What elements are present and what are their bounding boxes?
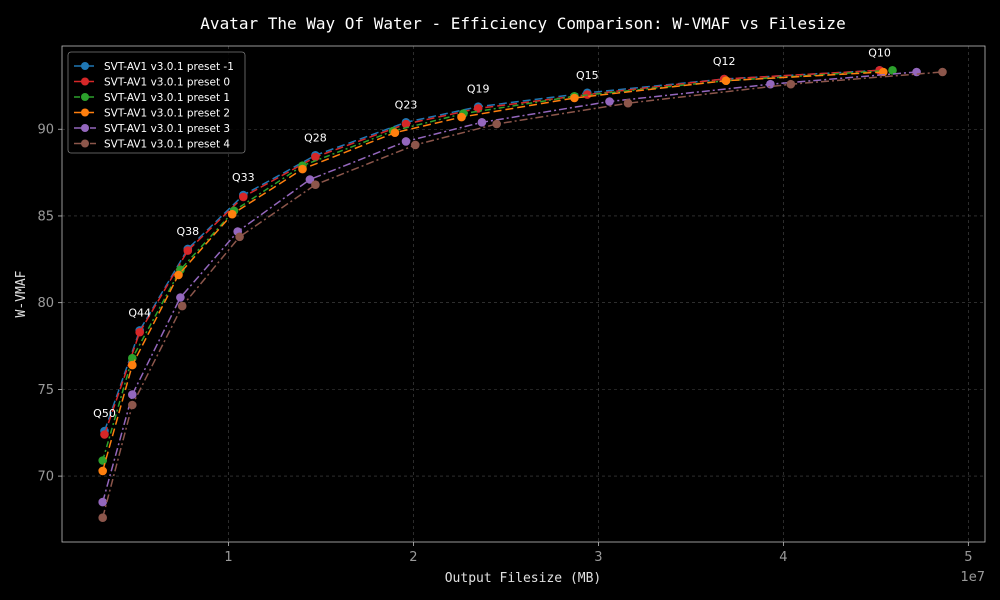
series-5-point <box>311 180 320 189</box>
series-1-point <box>239 192 248 202</box>
chart-title: Avatar The Way Of Water - Efficiency Com… <box>200 14 845 33</box>
q-annotation: Q44 <box>128 306 151 319</box>
x-tick-label: 4 <box>779 550 787 565</box>
series-3-point <box>721 76 731 85</box>
series-1-point <box>135 327 144 337</box>
q-annotation: Q33 <box>232 171 255 184</box>
series-3-point <box>457 112 466 122</box>
series-line-4 <box>101 71 917 503</box>
x-tick-label: 5 <box>964 550 972 565</box>
series-line-1 <box>103 69 880 435</box>
legend-entry: SVT-AV1 v3.0.1 preset 3 <box>104 123 230 135</box>
q-annotation: Q10 <box>868 46 891 59</box>
series-3-point <box>570 93 579 103</box>
legend-entry: SVT-AV1 v3.0.1 preset 0 <box>104 76 230 88</box>
legend-entry: SVT-AV1 v3.0.1 preset 1 <box>104 92 230 104</box>
legend-entry: SVT-AV1 v3.0.1 preset 4 <box>104 138 230 150</box>
series-4-point <box>766 79 775 89</box>
tick-layer: 1 2 3 4 5 70 75 80 85 90 <box>37 123 972 565</box>
legend-entry: SVT-AV1 v3.0.1 preset 2 <box>104 107 230 119</box>
q-annotation: Q15 <box>576 69 599 82</box>
y-tick-label: 70 <box>37 470 54 485</box>
q-annotation: Q23 <box>395 98 418 111</box>
grid-layer <box>62 46 985 542</box>
series-5-point <box>98 513 107 522</box>
series-line-3 <box>101 71 884 472</box>
legend: SVT-AV1 v3.0.1 preset -1 SVT-AV1 v3.0.1 p… <box>67 51 246 154</box>
series-4-point <box>128 390 137 399</box>
series-3-point <box>174 270 183 280</box>
x-axis-label: Output Filesize (MB) <box>445 571 602 586</box>
series-line-5 <box>101 71 943 518</box>
series-4-point <box>176 293 185 302</box>
series-4-point <box>477 118 487 127</box>
legend-swatch-marker <box>81 93 89 101</box>
series-5-point <box>177 301 187 311</box>
series-1-point <box>401 119 411 129</box>
y-tick-label: 75 <box>37 383 54 398</box>
series-layer <box>98 66 947 522</box>
series-1-point <box>183 246 193 255</box>
series-4-point <box>605 97 614 106</box>
series-5-point <box>492 119 502 129</box>
plot-frame <box>61 45 986 543</box>
series-4-point <box>401 137 411 146</box>
y-tick-label: 85 <box>37 209 54 224</box>
series-3-point <box>227 209 237 219</box>
legend-swatch-marker <box>81 62 89 70</box>
y-axis-label: W-VMAF <box>14 270 29 317</box>
x-tick-label: 1 <box>224 550 232 565</box>
x-axis-exponent: 1e7 <box>960 570 985 585</box>
x-tick-label: 2 <box>409 550 417 565</box>
q-annotation: Q12 <box>713 55 736 68</box>
series-3-point <box>98 466 107 476</box>
q-annotation: Q50 <box>93 407 116 420</box>
series-5-point <box>623 98 633 108</box>
series-5-point <box>235 232 244 242</box>
legend-box <box>67 51 246 154</box>
series-3-point <box>390 128 400 137</box>
series-5-point <box>938 67 947 77</box>
series-2-point <box>888 66 897 75</box>
legend-entry: SVT-AV1 v3.0.1 preset -1 <box>104 61 234 73</box>
y-tick-label: 80 <box>37 296 54 311</box>
series-4-point <box>305 175 315 184</box>
x-tick-label: 3 <box>594 550 602 565</box>
legend-swatch-marker <box>81 108 89 117</box>
series-1-point <box>100 430 109 439</box>
legend-swatch-marker <box>81 77 89 86</box>
series-3-point <box>298 164 307 174</box>
legend-swatch-marker <box>81 124 89 132</box>
series-3-point <box>128 360 137 370</box>
q-annotation: Q19 <box>467 83 490 96</box>
q-annotation: Q28 <box>304 131 327 144</box>
series-5-point <box>786 79 796 89</box>
series-4-point <box>98 497 107 507</box>
series-1-point <box>311 152 320 162</box>
series-3-point <box>879 67 888 77</box>
series-line-0 <box>103 69 880 432</box>
series-line-2 <box>101 69 893 461</box>
series-2-point <box>98 456 107 465</box>
y-tick-label: 90 <box>37 123 54 138</box>
annotation-layer: Q50 Q44 Q38 Q33 Q28 Q23 Q19 Q15 Q12 Q10 <box>93 46 891 420</box>
series-5-point <box>128 400 137 410</box>
q-annotation: Q38 <box>176 225 199 238</box>
legend-swatch-marker <box>81 139 89 148</box>
series-5-point <box>411 140 420 150</box>
